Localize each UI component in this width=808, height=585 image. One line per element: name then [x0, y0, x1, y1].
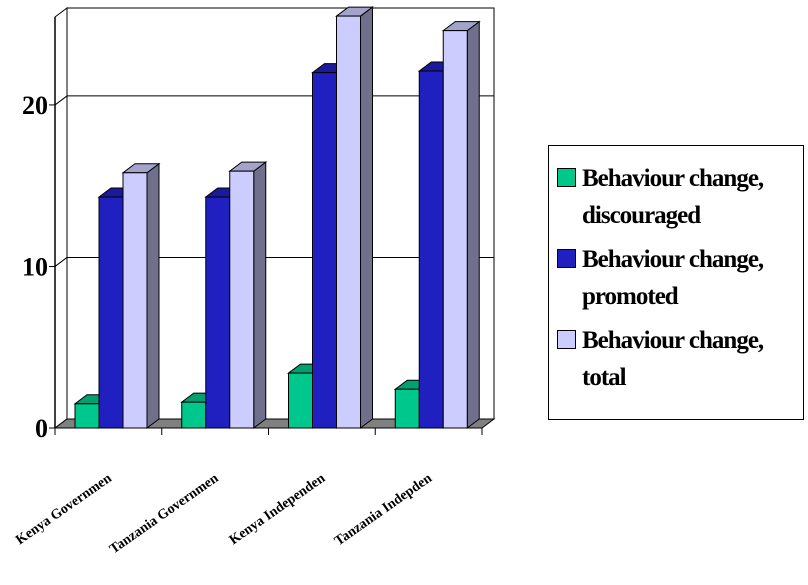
bars [73, 6, 481, 429]
bar-front [98, 196, 124, 429]
legend-item-discouraged: Behaviour change, discouraged [557, 160, 803, 234]
legend-label-total: Behaviour change, total [582, 327, 764, 391]
y-tick-label: 20 [22, 91, 48, 120]
y-axis-ticks: 0 10 20 [22, 91, 55, 443]
bar [228, 161, 268, 429]
bar-front [74, 403, 100, 429]
bar [335, 6, 374, 429]
bar-front [288, 372, 313, 429]
x-tick-label: Kenya Governmen [13, 471, 114, 548]
y-tick-label: 10 [22, 252, 48, 281]
bar-front [181, 401, 207, 429]
bar-side [253, 161, 267, 429]
legend-label-promoted: Behaviour change, promoted [582, 246, 764, 310]
bar-front [312, 72, 337, 429]
bar [441, 20, 481, 429]
side-wall [54, 7, 68, 429]
x-tick-label: Tanzania Indepden [332, 471, 435, 549]
bar-side [146, 162, 160, 429]
bar-side [466, 20, 480, 429]
legend: Behaviour change, discouraged Behaviour … [548, 145, 804, 420]
bar-front [418, 70, 444, 429]
legend-swatch-promoted [557, 249, 576, 268]
x-tick-label: Kenya Independen [227, 471, 329, 548]
bar-front [122, 172, 148, 429]
x-tick-label: Tanzania Governmen [107, 471, 221, 557]
legend-item-promoted: Behaviour change, promoted [557, 241, 803, 315]
bar-side [360, 6, 373, 429]
bar-front [442, 30, 468, 429]
legend-swatch-total [557, 330, 576, 349]
y-tick-label: 0 [35, 414, 48, 443]
bar-front [229, 170, 255, 429]
chart-walls [54, 7, 495, 429]
bar-front [205, 196, 231, 429]
gridline-side [54, 257, 68, 267]
bar-front [394, 388, 420, 429]
bar-front [336, 15, 361, 429]
legend-item-total: Behaviour change, total [557, 322, 803, 396]
legend-label-discouraged: Behaviour change, discouraged [582, 165, 764, 229]
bar [121, 162, 161, 429]
legend-swatch-discouraged [557, 168, 576, 187]
gridline-side [54, 95, 68, 106]
